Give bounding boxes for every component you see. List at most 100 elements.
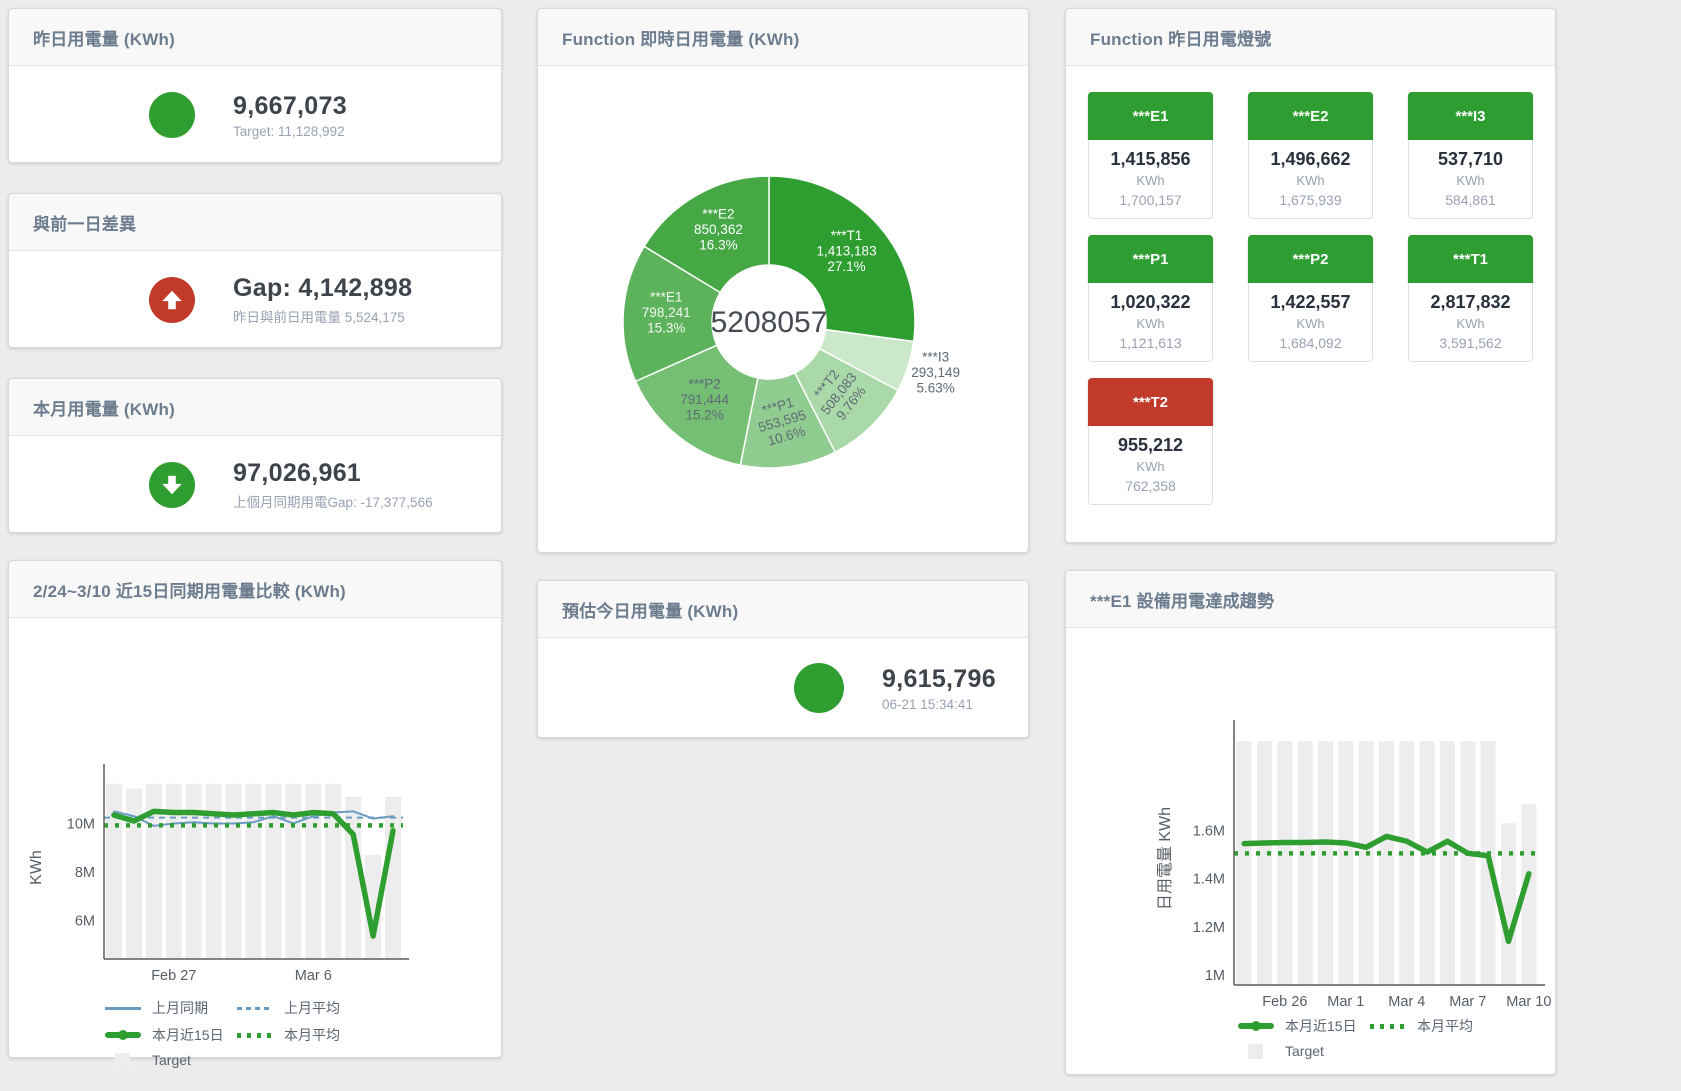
tile-values: 1,496,662 KWh 1,675,939: [1248, 140, 1373, 219]
card-realtime-donut: Function 即時日用電量 (KWh) ***T1 1,413,183 27.1…: [537, 8, 1029, 553]
target-bar: [185, 783, 202, 959]
card-compare-chart: 2/24~3/10 近15日同期用電量比較 (KWh) 6M 8M 10M Feb 2…: [8, 560, 502, 1068]
legend-label: 本月近15日: [1285, 1018, 1357, 1034]
legend-row: Target: [1238, 1043, 1555, 1059]
tile-target-value: 3,591,562: [1439, 335, 1502, 351]
legend-item-上月平均[interactable]: 上月平均: [237, 998, 369, 1018]
tile-status-header: ***T1: [1408, 235, 1533, 283]
target-bar: [1419, 741, 1435, 985]
target-bar: [1460, 741, 1476, 985]
tile-status-header: ***P1: [1088, 235, 1213, 283]
target-bar: [285, 783, 302, 959]
target-bar: [1501, 823, 1516, 985]
tile-status-header: ***T2: [1088, 378, 1213, 426]
light-tile-P1[interactable]: ***P1 1,020,322 KWh 1,121,613: [1088, 235, 1213, 362]
tile-unit: KWh: [1136, 173, 1165, 188]
card-donut-header: Function 即時日用電量 (KWh): [538, 9, 1028, 66]
legend-item-本月近15日[interactable]: 本月近15日: [105, 1025, 237, 1045]
light-tile-E2[interactable]: ***E2 1,496,662 KWh 1,675,939: [1248, 92, 1373, 219]
donut-label-E1: ***E1 798,241 15.3%: [642, 289, 691, 335]
card-estimate-title: 預估今日用電量 (KWh): [562, 601, 739, 621]
donut-label-I3: ***I3 293,149 5.63%: [911, 350, 960, 396]
card-estimate-today: 預估今日用電量 (KWh) 9,615,796 06-21 15:34:41: [537, 580, 1029, 738]
legend-item-Target[interactable]: Target: [1238, 1043, 1370, 1059]
card-e1-trend: ***E1 設備用電達成趨勢 1M 1.2M 1.4M 1.6M Feb 26 Mar 1…: [1065, 570, 1556, 1075]
legend-item-本月平均[interactable]: 本月平均: [1370, 1016, 1502, 1036]
tile-unit: KWh: [1296, 173, 1325, 188]
tile-kwh-value: 2,817,832: [1430, 292, 1511, 312]
target-bar: [105, 783, 122, 959]
target-bar: [1440, 741, 1455, 985]
tile-kwh-value: 1,415,856: [1110, 149, 1191, 169]
tile-unit: KWh: [1456, 173, 1485, 188]
legend-item-Target[interactable]: Target: [105, 1052, 237, 1068]
trend-chart-body: 1M 1.2M 1.4M 1.6M Feb 26 Mar 1 Mar 4 Mar 7 Mar 1…: [1066, 628, 1555, 1059]
light-tile-T2[interactable]: ***T2 955,212 KWh 762,358: [1088, 378, 1213, 505]
target-bar: [205, 783, 222, 959]
tile-values: 955,212 KWh 762,358: [1088, 426, 1213, 505]
target-bar: [385, 796, 402, 959]
legend-item-本月平均[interactable]: 本月平均: [237, 1025, 369, 1045]
legend-item-上月同期[interactable]: 上月同期: [105, 998, 237, 1018]
legend-label: Target: [152, 1052, 191, 1068]
target-bar: [1521, 803, 1537, 985]
donut-label-E2: ***E2 850,362 16.3%: [694, 206, 743, 252]
prev-day-gap-value: Gap: 4,142,898: [233, 274, 413, 302]
light-tile-P2[interactable]: ***P2 1,422,557 KWh 1,684,092: [1248, 235, 1373, 362]
donut-slice-T1[interactable]: [768, 175, 916, 343]
legend-label: 上月平均: [284, 1000, 340, 1016]
card-compare-header: 2/24~3/10 近15日同期用電量比較 (KWh): [9, 561, 501, 618]
estimate-kpi: 9,615,796 06-21 15:34:41: [538, 638, 1028, 738]
donut-slice-P2[interactable]: [634, 344, 759, 467]
x-tick-label: Mar 7: [1449, 994, 1486, 1010]
target-bar: [165, 783, 182, 959]
card-lights-header: Function 昨日用電燈號: [1066, 9, 1555, 66]
tile-unit: KWh: [1296, 316, 1325, 331]
card-lights: Function 昨日用電燈號 ***E1 1,415,856 KWh 1,700,1…: [1065, 8, 1556, 543]
card-prev-day-gap-header: 與前一日差異: [9, 194, 501, 251]
light-tile-E1[interactable]: ***E1 1,415,856 KWh 1,700,157: [1088, 92, 1213, 219]
y-tick-label: 1.2M: [1193, 920, 1225, 936]
prev-day-gap-kpi: Gap: 4,142,898 昨日與前日用電量 5,524,175: [9, 251, 501, 349]
y-axis-title: KWh: [28, 850, 45, 885]
x-tick-label: Mar 10: [1506, 994, 1551, 1010]
target-bar: [1338, 741, 1354, 985]
y-tick-label: 8M: [75, 865, 95, 881]
tile-target-value: 1,121,613: [1119, 335, 1182, 351]
donut-slice-E2[interactable]: [643, 175, 770, 294]
target-bar: [125, 788, 142, 959]
target-bar: [1399, 741, 1415, 985]
y-tick-label: 1.6M: [1193, 823, 1225, 839]
blue-solid-swatch-icon: [105, 1006, 141, 1010]
compare-line-chart: 6M 8M 10M Feb 27 Mar 6 KWh: [28, 764, 409, 984]
x-tick-label: Feb 26: [1262, 994, 1307, 1010]
green-dotted-swatch-icon: [1370, 1023, 1406, 1029]
card-month-title: 本月用電量 (KWh): [33, 399, 175, 419]
card-yesterday-title: 昨日用電量 (KWh): [33, 29, 175, 49]
legend-row: 本月近15日 本月平均: [105, 1025, 501, 1045]
y-tick-label: 6M: [75, 913, 95, 929]
tile-target-value: 762,358: [1125, 478, 1176, 494]
target-bar: [1236, 741, 1252, 985]
tile-values: 1,422,557 KWh 1,684,092: [1248, 283, 1373, 362]
compare-chart-body: 6M 8M 10M Feb 27 Mar 6 KWh 上月同期 上月平均 本月近15日 本月平均…: [9, 618, 501, 1068]
legend-label: 上月同期: [152, 1000, 208, 1016]
card-trend-title: ***E1 設備用電達成趨勢: [1090, 591, 1275, 611]
tile-kwh-value: 1,496,662: [1270, 149, 1351, 169]
card-yesterday-usage: 昨日用電量 (KWh) 9,667,073 Target: 11,128,992: [8, 8, 502, 163]
realtime-usage-donut-chart: ***T1 1,413,183 27.1%***I3 293,149 5.63%***T…: [622, 175, 960, 469]
yesterday-kpi: 9,667,073 Target: 11,128,992: [9, 66, 501, 164]
yesterday-target: Target: 11,128,992: [233, 123, 345, 139]
donut-slice-E1[interactable]: [622, 245, 722, 383]
green-dotted-swatch-icon: [237, 1032, 273, 1038]
light-tile-I3[interactable]: ***I3 537,710 KWh 584,861: [1408, 92, 1533, 219]
x-tick-label: Mar 4: [1388, 994, 1425, 1010]
light-tile-T1[interactable]: ***T1 2,817,832 KWh 3,591,562: [1408, 235, 1533, 362]
tile-target-value: 1,675,939: [1279, 192, 1342, 208]
donut-center-total: 5208057: [711, 306, 828, 339]
legend-item-本月近15日[interactable]: 本月近15日: [1238, 1016, 1370, 1036]
donut-body: ***T1 1,413,183 27.1% ***I3 293,149 5.63% ***T…: [538, 66, 1028, 558]
tile-unit: KWh: [1136, 459, 1165, 474]
month-kpi: 97,026,961 上個月同期用電Gap: -17,377,566: [9, 436, 501, 534]
month-value: 97,026,961: [233, 459, 362, 487]
